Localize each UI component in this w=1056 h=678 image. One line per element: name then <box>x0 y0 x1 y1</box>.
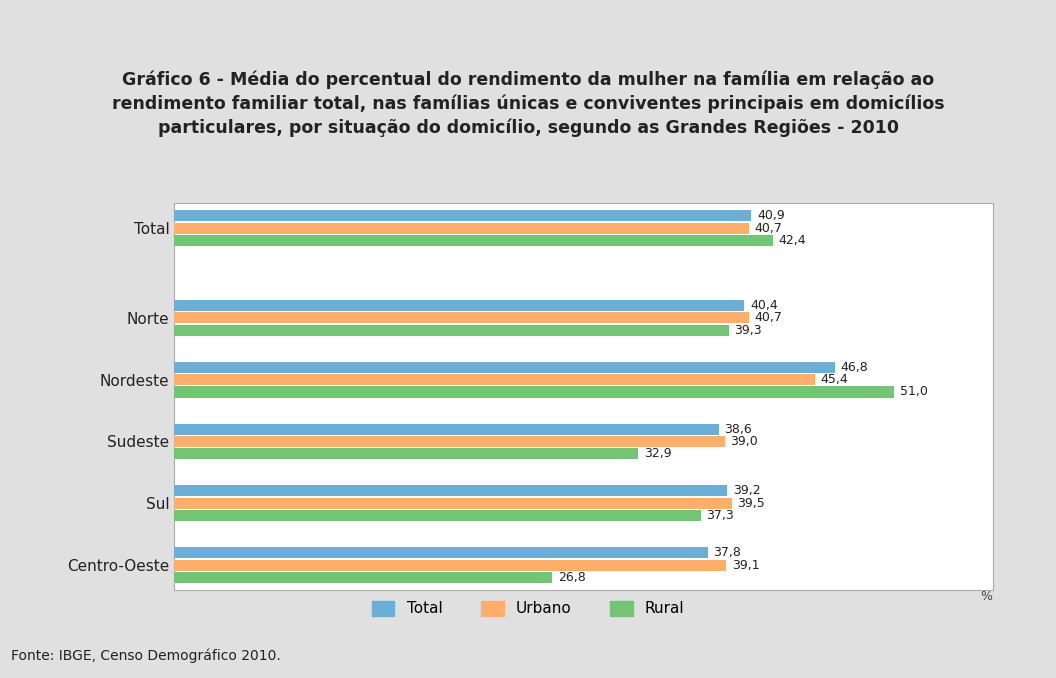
Bar <box>174 436 724 447</box>
Bar <box>174 386 893 397</box>
Bar <box>174 498 732 509</box>
Text: 40,7: 40,7 <box>754 311 782 324</box>
Text: 39,1: 39,1 <box>732 559 759 572</box>
Bar <box>174 547 708 558</box>
Legend: Total, Urbano, Rural: Total, Urbano, Rural <box>365 595 691 622</box>
Bar <box>174 210 752 221</box>
Text: 46,8: 46,8 <box>841 361 868 374</box>
Bar <box>174 572 552 583</box>
Text: 39,2: 39,2 <box>733 484 760 498</box>
Text: 45,4: 45,4 <box>821 373 848 386</box>
Bar <box>174 325 729 336</box>
Text: 32,9: 32,9 <box>644 447 672 460</box>
Bar <box>174 235 773 246</box>
Text: 51,0: 51,0 <box>900 386 927 399</box>
Text: 40,7: 40,7 <box>754 222 782 235</box>
Text: 26,8: 26,8 <box>558 571 586 584</box>
Bar <box>174 313 749 323</box>
Text: Gráfico 6 - Média do percentual do rendimento da mulher na família em relação ao: Gráfico 6 - Média do percentual do rendi… <box>112 71 944 137</box>
Bar <box>174 448 639 460</box>
Text: %: % <box>981 590 993 603</box>
Text: 40,9: 40,9 <box>757 210 785 222</box>
Text: 39,0: 39,0 <box>730 435 758 448</box>
Text: 42,4: 42,4 <box>778 234 806 247</box>
Bar <box>174 424 719 435</box>
Bar <box>174 510 700 521</box>
Text: 40,4: 40,4 <box>750 299 777 312</box>
Text: Fonte: IBGE, Censo Demográfico 2010.: Fonte: IBGE, Censo Demográfico 2010. <box>11 649 280 663</box>
Bar <box>174 300 744 311</box>
Text: 38,6: 38,6 <box>724 422 752 435</box>
Text: 37,8: 37,8 <box>713 546 741 559</box>
Bar <box>174 485 728 496</box>
Bar <box>174 222 749 234</box>
Text: 37,3: 37,3 <box>706 509 734 522</box>
Bar <box>174 361 834 373</box>
Bar <box>174 374 815 385</box>
Text: 39,5: 39,5 <box>737 497 765 510</box>
Text: 39,3: 39,3 <box>734 323 762 337</box>
Bar <box>174 559 725 571</box>
